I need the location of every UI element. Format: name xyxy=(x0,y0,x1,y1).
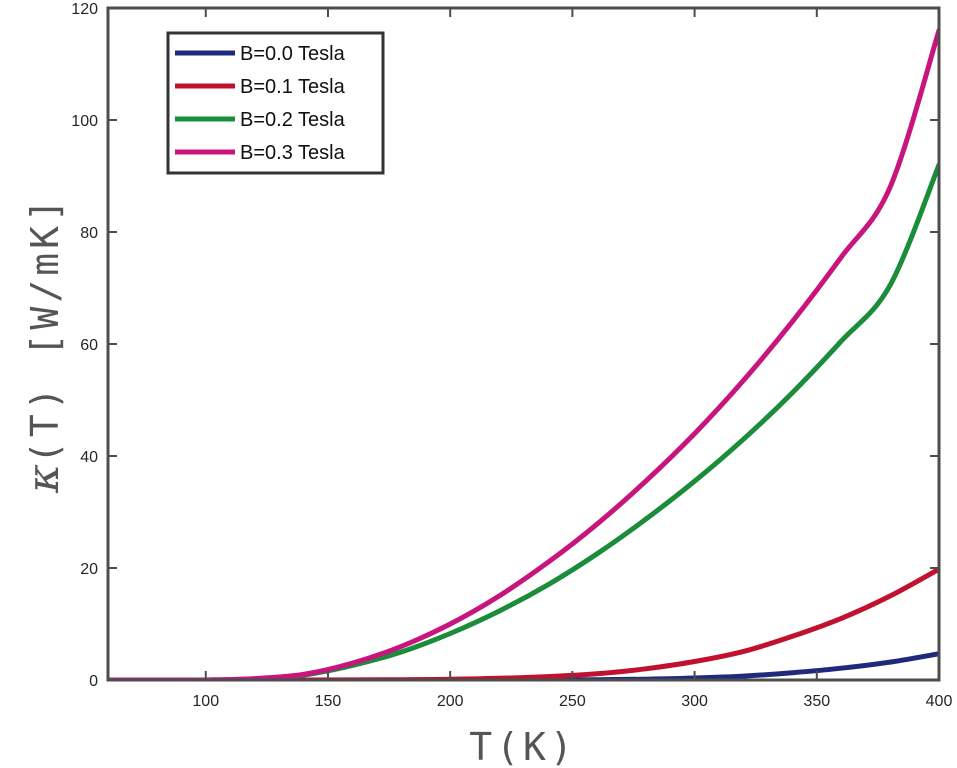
y-axis-kappa-symbol: κ xyxy=(18,464,69,494)
legend-label-1: B=0.1 Tesla xyxy=(240,76,346,98)
x-tick-label: 200 xyxy=(437,693,464,710)
y-tick-label: 60 xyxy=(80,337,98,354)
y-tick-label: 0 xyxy=(89,673,98,690)
y-axis-label: κ(T) [W/mK] xyxy=(18,195,69,494)
x-tick-label: 400 xyxy=(926,693,953,710)
legend-label-3: B=0.3 Tesla xyxy=(240,142,346,164)
x-axis-label: T(K) xyxy=(469,725,577,768)
y-tick-label: 80 xyxy=(80,225,98,242)
y-tick-label: 120 xyxy=(71,1,98,18)
x-tick-label: 150 xyxy=(315,693,342,710)
series-line-1 xyxy=(108,566,939,680)
x-tick-label: 300 xyxy=(681,693,708,710)
legend: B=0.0 Tesla B=0.1 Tesla B=0.2 Tesla B=0.3 T… xyxy=(166,31,385,175)
legend-items: B=0.0 Tesla B=0.1 Tesla B=0.2 Tesla B=0.3 T… xyxy=(175,43,346,164)
x-tick-label: 250 xyxy=(559,693,586,710)
legend-label-2: B=0.2 Tesla xyxy=(240,109,346,131)
x-tick-label: 100 xyxy=(192,693,219,710)
series-line-0 xyxy=(108,651,939,680)
y-tick-label: 20 xyxy=(80,561,98,578)
y-axis-label-rest: (T) [W/mK] xyxy=(23,195,67,464)
x-tick-label: 350 xyxy=(803,693,830,710)
y-tick-label: 40 xyxy=(80,449,98,466)
ticks-layer: 100 150 200 250 300 350 400 0 20 40 60 80 100 120 xyxy=(71,1,952,710)
legend-label-0: B=0.0 Tesla xyxy=(240,43,346,65)
y-tick-label: 100 xyxy=(71,113,98,130)
